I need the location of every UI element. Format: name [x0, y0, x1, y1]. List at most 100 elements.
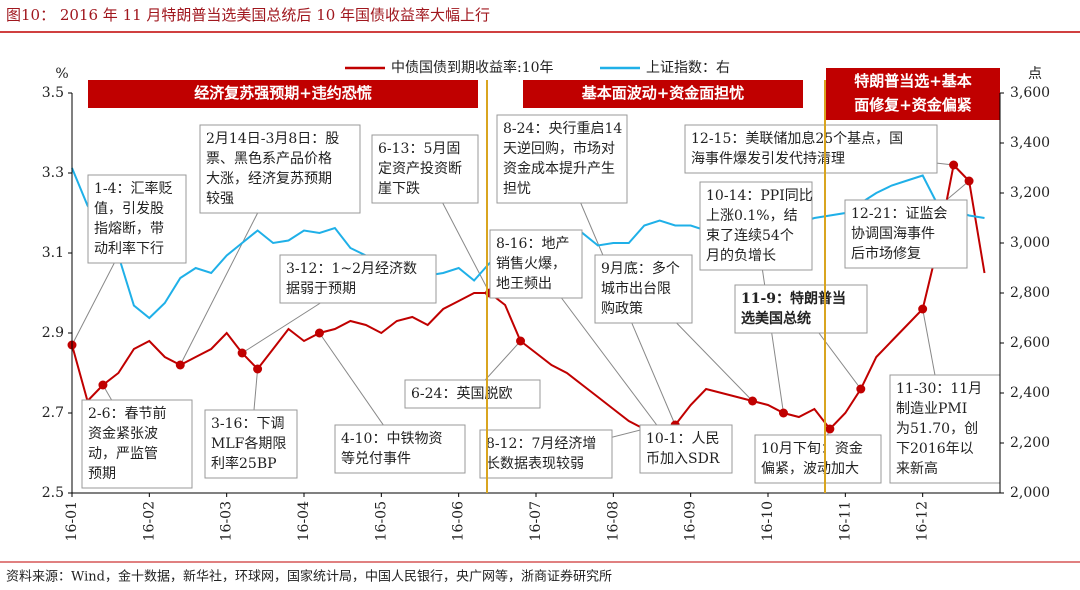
- annotation-box: [639, 424, 733, 474]
- x-tick-label: 16-06: [451, 501, 467, 541]
- annotation-text: 12-21：证监会: [851, 206, 947, 222]
- annotation-text: 11-9：特朗普当: [741, 290, 846, 307]
- annotation-text: 2-6：春节前: [88, 405, 167, 422]
- annotation-box: [594, 254, 693, 324]
- banner-text: 基本面波动+资金面担忧: [581, 84, 745, 102]
- annotation-box: [844, 199, 968, 269]
- x-tick-label: 16-01: [64, 501, 80, 541]
- annotation-text: 协调国海事件: [851, 226, 935, 242]
- annotation-box: [479, 429, 613, 479]
- annotation-text: 8-12：7月经济增: [486, 436, 596, 452]
- event-marker: [856, 384, 866, 394]
- annotation-text: 制造业PMI: [896, 401, 967, 417]
- annotation-text: 崖下跌: [378, 181, 420, 197]
- annotation-text: 据弱于预期: [286, 281, 356, 297]
- annotation-text: 8-24：央行重启14: [503, 121, 622, 137]
- y-tick-label: 2.9: [42, 325, 64, 341]
- event-marker: [778, 408, 788, 418]
- annotation-text: MLF各期限: [211, 436, 286, 452]
- annotation-box: [334, 424, 466, 474]
- x-tick-label: 16-08: [605, 501, 621, 541]
- annotation-text: 束了连续54个: [706, 227, 794, 244]
- annotation-text: 动，严监管: [88, 446, 158, 462]
- annotation-text: 9月底：多个: [601, 260, 680, 277]
- annotation-text: 购政策: [601, 300, 643, 317]
- annotation-text: 动利率下行: [94, 240, 164, 257]
- event-marker: [918, 304, 928, 314]
- event-marker: [237, 348, 247, 358]
- x-tick-label: 16-03: [219, 501, 235, 541]
- event-marker: [314, 328, 324, 338]
- annotation-text: 天逆回购，市场对: [503, 140, 615, 157]
- annotation-box: [496, 114, 628, 204]
- banner-text: 面修复+资金偏紧: [854, 96, 972, 114]
- x-tick-label: 16-09: [683, 501, 699, 541]
- annotation-box: [204, 409, 298, 479]
- annotation-text: 资金紧张波: [88, 426, 158, 442]
- annotation-text: 月的负增长: [706, 248, 776, 264]
- annotation-text: 偏紧，波动加大: [761, 461, 859, 477]
- banner-text: 特朗普当选+基本: [854, 72, 972, 90]
- annotation-text: 4-10：中铁物资: [341, 431, 442, 447]
- annotation-box: [81, 399, 193, 489]
- annotation-text: 2月14日-3月8日：股: [206, 131, 339, 147]
- annotation-text: 8-16：地产: [496, 236, 569, 252]
- x-tick-label: 16-11: [837, 501, 853, 541]
- annotation-text: 地王频出: [496, 276, 552, 292]
- annotation-text: 指熔断，带: [94, 221, 164, 237]
- annotation-text: 10-1：人民: [646, 431, 719, 447]
- annotation-box: [279, 254, 437, 304]
- event-marker: [175, 360, 185, 370]
- annotation-text: 3-16：下调: [211, 416, 284, 432]
- annotation-box: [87, 174, 187, 264]
- annotation-text: 6-24：英国脱欧: [411, 385, 512, 402]
- annotation-text: 10-14：PPI同比: [706, 188, 813, 204]
- annotation-text: 城市出台限: [601, 280, 671, 297]
- annotation-box: [371, 134, 479, 204]
- y-tick-label: 2.5: [42, 485, 64, 501]
- event-marker: [825, 424, 835, 434]
- annotation-text: 下2016年以: [896, 441, 974, 457]
- y2-tick-label: 2,600: [1010, 335, 1050, 351]
- annotation-text: 海事件爆发引发代持清理: [691, 151, 845, 167]
- y2-unit: 点: [1028, 66, 1042, 82]
- banner-text: 经济复苏强预期+违约恐慌: [194, 84, 372, 102]
- y-tick-label: 3.3: [42, 165, 64, 181]
- event-marker: [949, 160, 959, 170]
- x-tick-label: 16-10: [760, 501, 776, 541]
- y-tick-label: 2.7: [42, 405, 64, 421]
- event-marker: [964, 176, 974, 186]
- y-tick-label: 3.1: [42, 245, 64, 261]
- annotation-text: 6-13：5月固: [378, 141, 460, 157]
- y2-tick-label: 3,200: [1010, 185, 1050, 201]
- annotation-box: [734, 284, 868, 334]
- annotation-text: 大涨，经济复苏预期: [206, 170, 332, 187]
- annotation-text: 币加入SDR: [646, 451, 720, 467]
- annotation-text: 来新高: [896, 460, 938, 477]
- annotation-text: 上涨0.1%，结: [706, 208, 798, 224]
- y-tick-label: 3.5: [42, 85, 64, 101]
- annotation-text: 长数据表现较弱: [486, 456, 584, 472]
- y2-tick-label: 3,600: [1010, 85, 1050, 101]
- annotation-box: [699, 181, 813, 271]
- banner: [523, 80, 803, 108]
- annotation-text: 后市场修复: [851, 245, 921, 262]
- banner: [826, 68, 1000, 120]
- x-tick-label: 16-07: [528, 501, 544, 541]
- x-tick-label: 16-12: [915, 501, 931, 541]
- annotation-box: [404, 379, 541, 409]
- annotation-text: 资金成本提升产生: [503, 161, 615, 177]
- annotation-text: 定资产投资断: [378, 161, 462, 177]
- annotation-box: [199, 124, 361, 214]
- annotation-text: 1-4：汇率贬: [94, 180, 173, 197]
- x-tick-label: 16-05: [373, 501, 389, 541]
- y2-tick-label: 2,000: [1010, 485, 1050, 501]
- annotation-text: 销售火爆，: [496, 256, 566, 272]
- annotation-text: 12-15：美联储加息25个基点，国: [691, 130, 903, 147]
- chart-title: 图10： 2016 年 11 月特朗普当选美国总统后 10 年国债收益率大幅上行: [6, 6, 490, 24]
- annotation-box: [889, 374, 1001, 484]
- y2-tick-label: 3,000: [1010, 235, 1050, 251]
- annotation-text: 预期: [88, 466, 116, 482]
- banner: [88, 80, 478, 108]
